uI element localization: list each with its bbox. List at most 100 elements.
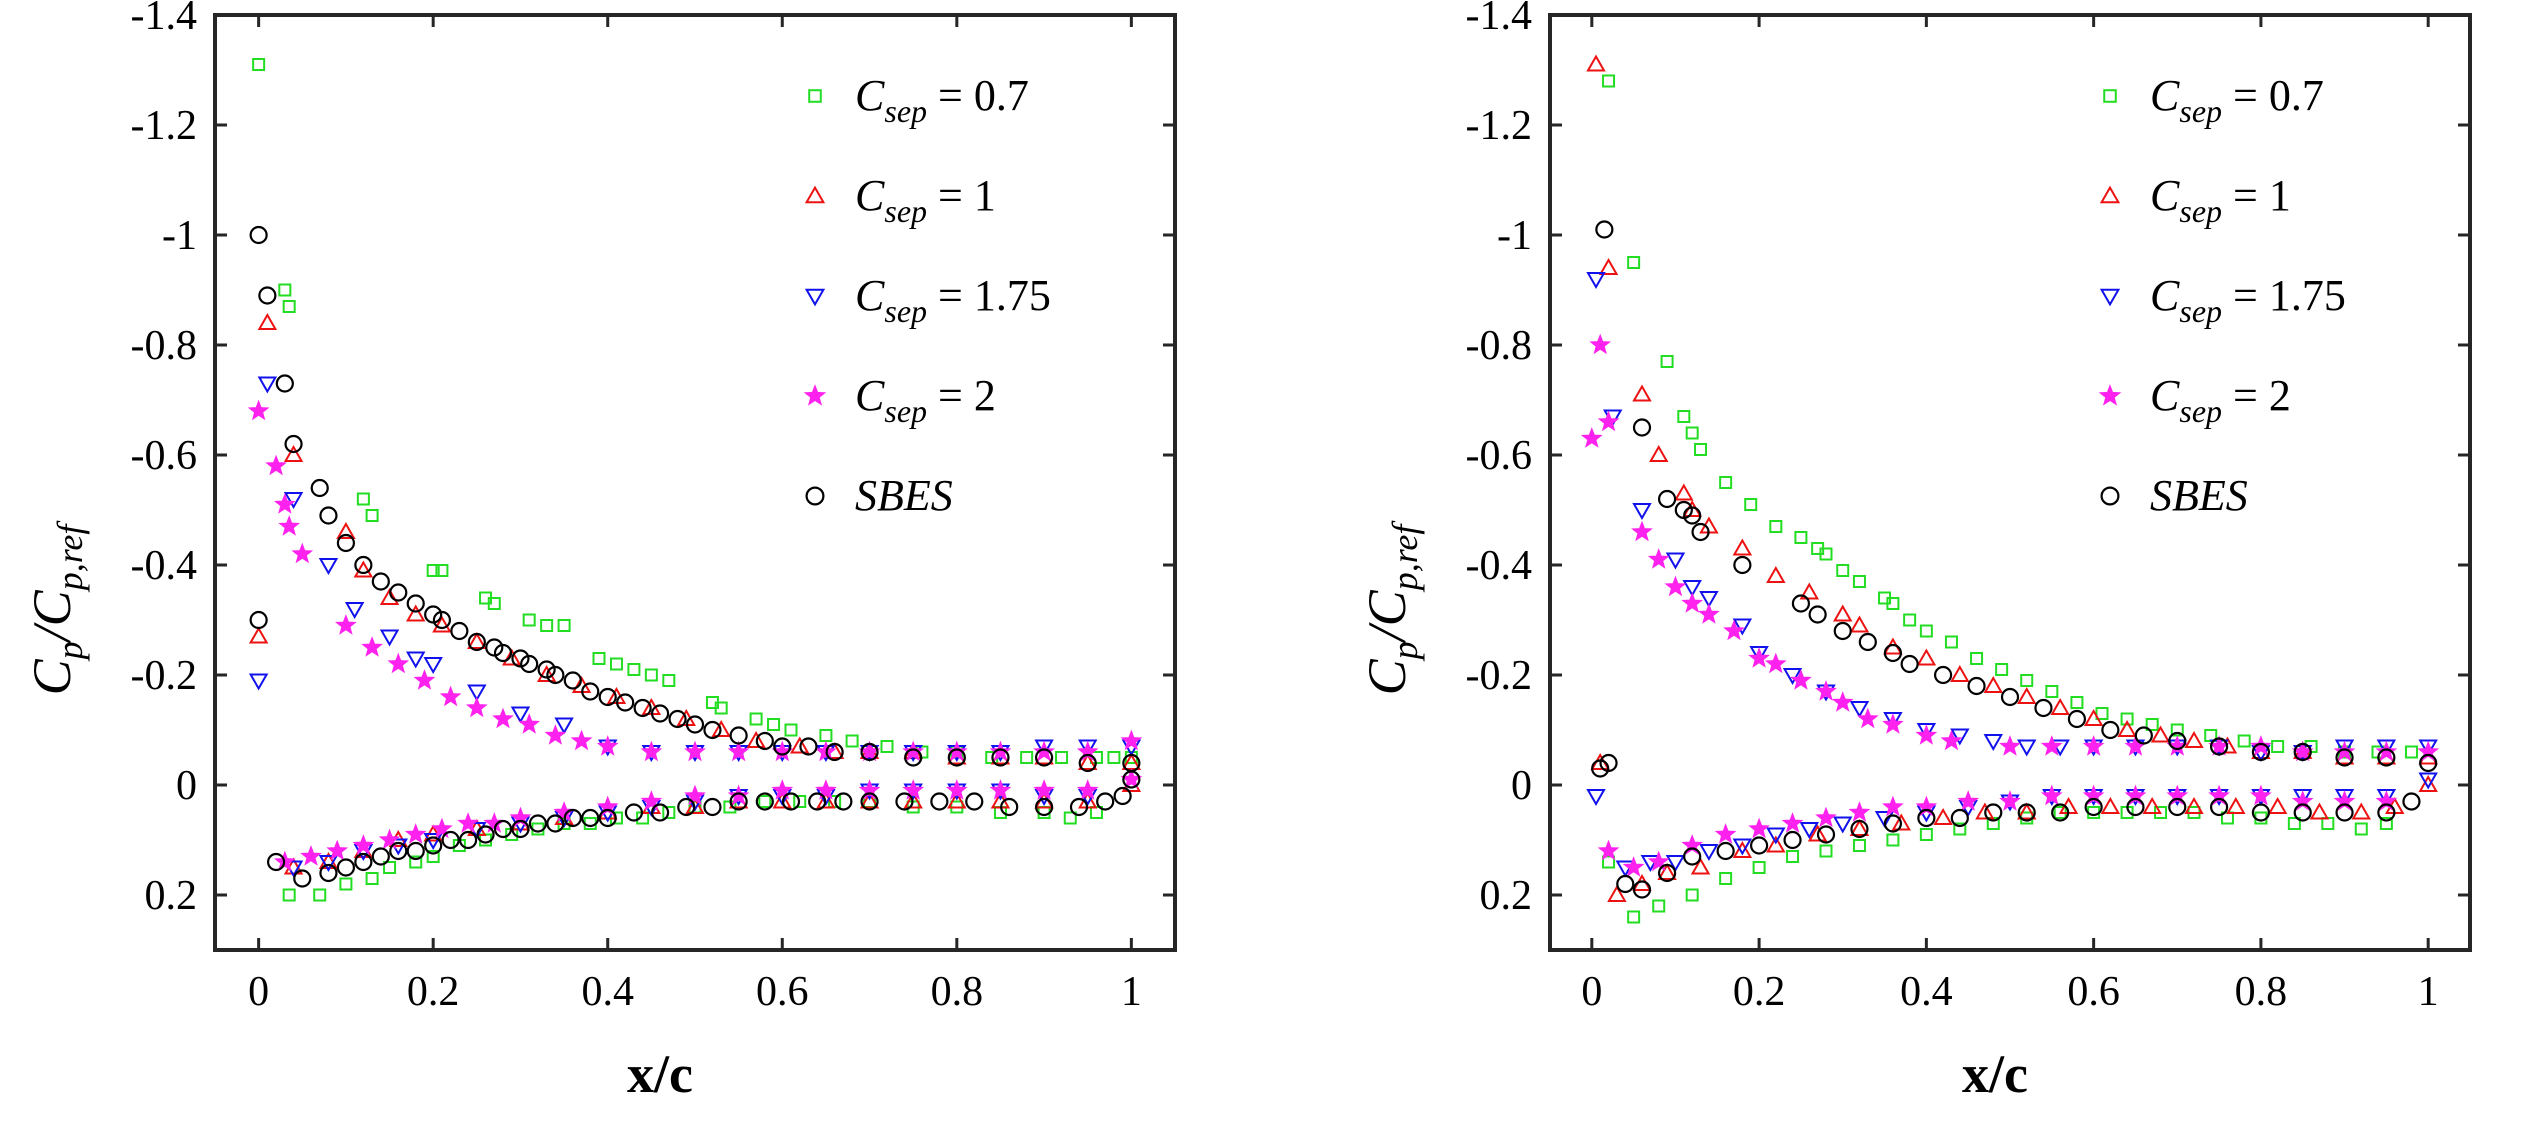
data-point (435, 564, 449, 577)
data-point (1055, 751, 1069, 764)
data-point (2142, 796, 2162, 814)
data-point (406, 841, 425, 861)
data-point (450, 621, 469, 641)
data-point (1856, 707, 1879, 729)
data-point (1794, 531, 1808, 544)
ylabel-slash: /C (22, 589, 82, 644)
data-point (2333, 790, 2356, 811)
data-point (1698, 603, 1720, 624)
ylabel-sub1: p (50, 641, 90, 662)
data-point (2101, 720, 2120, 740)
data-point (989, 779, 1012, 800)
data-point (1063, 811, 1077, 825)
data-point (1833, 621, 1852, 641)
data-point (479, 833, 493, 847)
data-point (1000, 797, 1019, 817)
data-point (685, 796, 705, 814)
data-point (502, 648, 522, 666)
legend-entry: Csep = 1.75 (804, 271, 1051, 329)
x-tick-label: 0.6 (756, 969, 809, 1015)
data-point (432, 610, 452, 630)
data-point (424, 836, 443, 855)
data-point (1850, 819, 1869, 839)
data-point (365, 872, 379, 885)
data-point (319, 506, 338, 525)
data-point (930, 792, 949, 811)
data-point (1034, 748, 1054, 767)
data-point (1833, 816, 1853, 834)
data-point (749, 712, 763, 726)
data-point (2254, 811, 2268, 825)
data-point (467, 632, 486, 652)
data-point (1858, 632, 1877, 652)
legend-entry: Csep = 0.7 (2103, 71, 2324, 129)
legend-marker (804, 185, 826, 204)
data-point (2095, 707, 2109, 720)
data-point (409, 855, 423, 869)
data-point (1852, 839, 1866, 852)
data-point (371, 847, 390, 866)
data-point (2251, 742, 2271, 762)
data-point (1915, 724, 1938, 745)
data-point (860, 792, 879, 811)
data-point (1699, 844, 1719, 862)
ylabel-sub2: p,ref (1385, 520, 1425, 594)
data-point (1886, 597, 1900, 610)
data-point (1632, 384, 1652, 402)
data-point (2334, 789, 2355, 807)
data-point (1782, 668, 1803, 686)
data-point (640, 740, 663, 762)
data-point (423, 833, 443, 851)
series-star (247, 399, 1143, 872)
data-point (859, 791, 880, 809)
data-point (379, 587, 400, 605)
data-point (1883, 712, 1903, 730)
data-point (825, 742, 844, 762)
data-point (1120, 729, 1143, 751)
data-point (248, 626, 269, 644)
data-point (2335, 748, 2354, 767)
data-point (1819, 547, 1833, 561)
data-point (1957, 790, 1980, 811)
data-point (2040, 735, 2063, 756)
left-x-axis-label: x/c (627, 1044, 693, 1104)
ylabel-sub2: p,ref (50, 520, 90, 594)
data-point (2050, 697, 2070, 715)
data-point (711, 719, 731, 737)
data-point (282, 300, 296, 313)
data-point (1597, 410, 1620, 432)
y-tick-label: 0 (1511, 763, 1532, 809)
data-point (729, 726, 748, 745)
series-circle (249, 225, 1141, 888)
data-point (1852, 575, 1866, 588)
data-point (1598, 257, 1619, 275)
data-point (339, 877, 353, 891)
data-point (248, 673, 269, 691)
right-y-axis-label: Cp/Cp,ref (1357, 520, 1425, 696)
data-point (771, 779, 794, 800)
data-point (1983, 675, 2003, 693)
data-point (2168, 797, 2187, 817)
data-point (1766, 835, 1786, 853)
x-tick-label: 0.4 (581, 969, 634, 1015)
data-point (793, 795, 807, 808)
data-point (1766, 827, 1786, 845)
data-point (2017, 739, 2037, 757)
data-point (493, 643, 513, 663)
legend-marker (803, 384, 827, 406)
x-tick-label: 1 (2418, 969, 2439, 1015)
data-point (1816, 825, 1836, 844)
legend-marker (2099, 185, 2121, 204)
data-point (457, 812, 479, 833)
data-point (1833, 604, 1853, 622)
data-point (858, 779, 881, 800)
data-point (598, 808, 617, 828)
legend-entry: Csep = 0.7 (808, 71, 1029, 129)
data-point (1744, 498, 1758, 511)
data-point (895, 792, 914, 811)
data-point (1874, 811, 1895, 829)
data-point (1883, 814, 1903, 833)
data-point (1786, 850, 1800, 863)
data-point (2145, 718, 2159, 731)
data-point (616, 693, 635, 712)
